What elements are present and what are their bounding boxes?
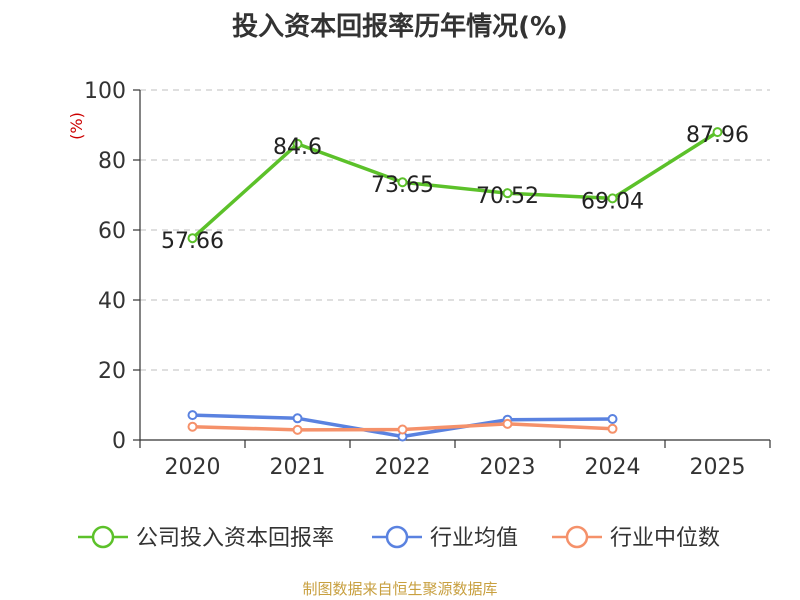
x-tick-label-2023: 2023 bbox=[480, 455, 536, 480]
y-tick-label: 20 bbox=[98, 359, 126, 384]
legend-item-2: 行业中位数 bbox=[552, 525, 720, 551]
legend-label: 行业中位数 bbox=[610, 526, 720, 551]
y-tick-label: 0 bbox=[112, 429, 126, 454]
x-tick-label-2022: 2022 bbox=[375, 455, 431, 480]
legend-item-1: 行业均值 bbox=[372, 525, 518, 551]
data-point bbox=[502, 418, 513, 429]
data-point bbox=[292, 138, 303, 149]
y-tick-label: 60 bbox=[98, 219, 126, 244]
data-point bbox=[187, 410, 198, 421]
data-point bbox=[187, 421, 198, 432]
y-tick-label: 80 bbox=[98, 149, 126, 174]
data-point bbox=[292, 413, 303, 424]
y-tick-label: 100 bbox=[84, 79, 126, 104]
data-label: 87.96 bbox=[686, 123, 749, 148]
series-line-0 bbox=[190, 130, 720, 240]
data-point bbox=[397, 177, 408, 188]
data-point bbox=[607, 193, 618, 204]
legend-swatch-marker bbox=[565, 525, 589, 549]
x-tick-label-2025: 2025 bbox=[690, 455, 746, 480]
data-label: 70.52 bbox=[476, 184, 539, 209]
data-point bbox=[292, 424, 303, 435]
x-tick-label-2020: 2020 bbox=[165, 455, 221, 480]
data-point bbox=[607, 423, 618, 434]
data-label: 57.66 bbox=[161, 229, 224, 254]
data-label: 84.6 bbox=[273, 135, 322, 160]
x-tick-label-2024: 2024 bbox=[585, 455, 641, 480]
legend-swatch-marker bbox=[385, 525, 409, 549]
data-label: 69.04 bbox=[581, 189, 644, 214]
chart-title: 投入资本回报率历年情况(%) bbox=[232, 12, 568, 42]
y-axis-unit-label: (%) bbox=[67, 112, 86, 140]
legend-label: 行业均值 bbox=[430, 526, 518, 551]
y-tick-label: 40 bbox=[98, 289, 126, 314]
x-tick-label-2021: 2021 bbox=[270, 455, 326, 480]
data-point bbox=[607, 414, 618, 424]
data-point bbox=[502, 188, 513, 199]
legend-swatch-marker bbox=[91, 525, 115, 549]
data-label: 73.65 bbox=[371, 173, 434, 198]
legend-item-0: 公司投入资本回报率 bbox=[78, 525, 334, 551]
data-point bbox=[187, 233, 198, 244]
data-point bbox=[712, 127, 723, 138]
legend-label: 公司投入资本回报率 bbox=[136, 526, 334, 551]
data-source-note: 制图数据来自恒生聚源数据库 bbox=[302, 580, 498, 598]
data-point bbox=[397, 424, 408, 435]
